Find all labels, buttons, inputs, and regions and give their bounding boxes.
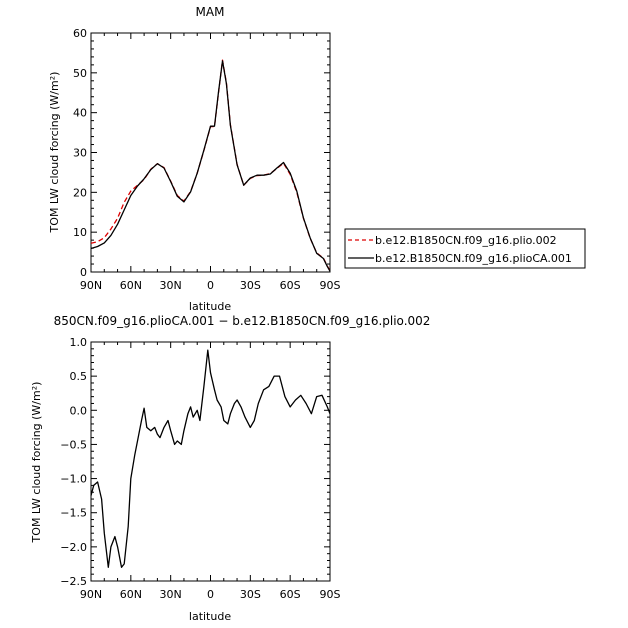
top-y-tick-label: 10 (73, 226, 87, 239)
top-x-axis-label: latitude (189, 300, 231, 313)
top-series-line-2 (90, 60, 331, 272)
bottom-series-lines (90, 349, 331, 568)
top-x-tick-label: 30N (160, 279, 182, 292)
bottom-y-tick-label: −1.0 (60, 473, 87, 486)
legend-label-plio: b.e12.B1850CN.f09_g16.plio.002 (375, 234, 557, 247)
top-x-tick-label: 60S (280, 279, 301, 292)
top-x-tick-label: 60N (120, 279, 142, 292)
top-series-lines (90, 59, 331, 272)
legend-label-plioca: b.e12.B1850CN.f09_g16.plioCA.001 (375, 252, 572, 265)
bottom-chart-title: 850CN.f09_g16.plioCA.001 − b.e12.B1850CN… (54, 314, 431, 328)
bottom-x-tick-label: 60N (120, 588, 142, 601)
bottom-x-tick-label: 60S (280, 588, 301, 601)
bottom-x-tick-label: 90S (320, 588, 341, 601)
top-plot-frame (90, 32, 331, 273)
bottom-y-tick-label: 0.0 (70, 404, 88, 417)
bottom-series-line-1 (90, 349, 331, 568)
bottom-axis-ticks: 90N 60N 30N 0 30S 60S 90S −2.5 −2.0 −1.5 −1.0 −0.5 0… (60, 336, 340, 601)
bottom-y-tick-label: 0.5 (70, 370, 88, 383)
top-x-tick-label: 30S (240, 279, 261, 292)
bottom-y-axis-label: TOM LW cloud forcing (W/m²) (30, 382, 43, 544)
top-axis-ticks: 90N 60N 30N 0 30S 60S 90S 0 10 20 30 40 50 60 (73, 27, 341, 292)
bottom-y-tick-label: 1.0 (70, 336, 88, 349)
legend: b.e12.B1850CN.f09_g16.plio.002 b.e12.B18… (344, 228, 586, 269)
bottom-y-tick-label: −1.5 (60, 507, 87, 520)
bottom-y-tick-label: −0.5 (60, 438, 87, 451)
top-x-tick-label: 0 (207, 279, 214, 292)
top-y-tick-label: 30 (73, 147, 87, 160)
bottom-y-tick-label: −2.5 (60, 575, 87, 588)
top-x-tick-label: 90N (80, 279, 102, 292)
bottom-x-tick-label: 30S (240, 588, 261, 601)
bottom-panel: 850CN.f09_g16.plioCA.001 − b.e12.B1850CN… (30, 314, 430, 623)
top-y-tick-label: 60 (73, 27, 87, 40)
top-panel: MAM 90N 60N 30N 0 30S 60S 90S 0 10 20 30 40 50 60 lat… (48, 5, 341, 313)
bottom-x-tick-label: 90N (80, 588, 102, 601)
top-chart-title: MAM (196, 5, 225, 19)
top-y-tick-label: 50 (73, 67, 87, 80)
bottom-x-tick-label: 0 (207, 588, 214, 601)
bottom-y-tick-label: −2.0 (60, 541, 87, 554)
legend-box (344, 228, 586, 269)
bottom-x-axis-label: latitude (189, 610, 231, 623)
top-x-tick-label: 90S (320, 279, 341, 292)
top-series-line-1 (90, 59, 331, 272)
bottom-x-tick-label: 30N (160, 588, 182, 601)
top-y-tick-label: 20 (73, 186, 87, 199)
top-y-tick-label: 40 (73, 107, 87, 120)
top-y-axis-label: TOM LW cloud forcing (W/m²) (48, 72, 61, 234)
top-y-tick-label: 0 (80, 266, 87, 279)
